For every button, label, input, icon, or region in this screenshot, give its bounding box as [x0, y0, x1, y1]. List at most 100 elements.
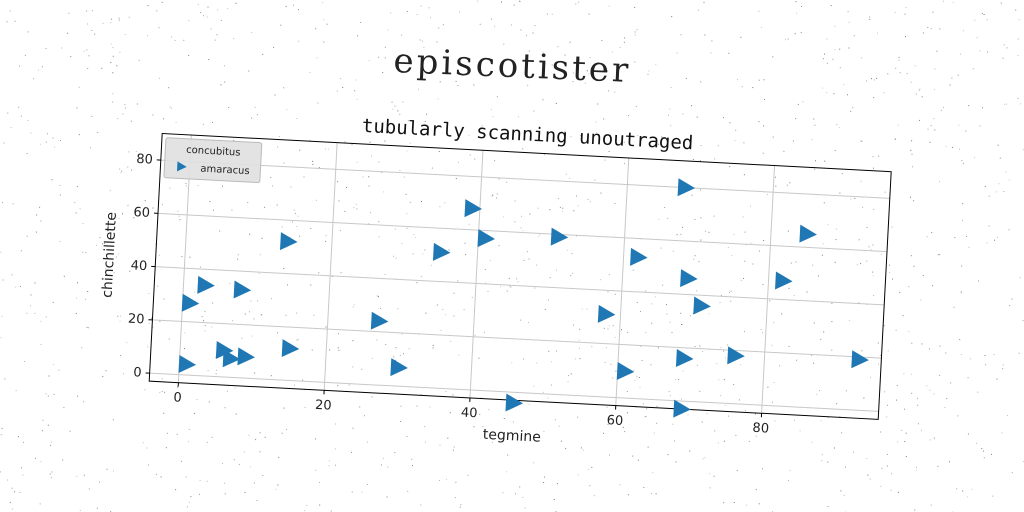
noise-speck: [203, 320, 204, 322]
noise-speck: [861, 350, 863, 352]
noise-speck: [297, 215, 299, 217]
data-point: [178, 355, 197, 374]
noise-speck: [1011, 298, 1013, 300]
noise-speck: [133, 217, 135, 219]
noise-speck: [215, 373, 217, 375]
noise-speck: [949, 84, 951, 86]
noise-speck: [444, 202, 446, 204]
noise-speck: [159, 77, 160, 79]
noise-speck: [645, 290, 647, 292]
noise-speck: [496, 193, 498, 195]
noise-speck: [524, 507, 526, 509]
noise-speck: [59, 241, 61, 242]
noise-speck: [549, 209, 551, 211]
noise-speck: [402, 101, 404, 103]
noise-speck: [277, 332, 278, 334]
noise-speck: [381, 464, 382, 466]
noise-speck: [468, 135, 470, 137]
noise-speck: [432, 347, 434, 349]
noise-speck: [716, 363, 718, 365]
noise-speck: [1005, 103, 1007, 105]
noise-speck: [241, 337, 243, 339]
noise-speck: [717, 442, 719, 444]
noise-speck: [194, 291, 196, 293]
noise-speck: [658, 218, 660, 220]
noise-speck: [569, 41, 571, 43]
noise-speck: [834, 261, 836, 263]
noise-speck: [723, 502, 725, 504]
noise-speck: [603, 327, 605, 329]
noise-speck: [879, 355, 881, 356]
noise-speck: [416, 282, 418, 284]
noise-speck: [848, 320, 850, 322]
noise-speck: [601, 39, 603, 41]
noise-speck: [772, 56, 774, 58]
noise-speck: [841, 173, 843, 175]
noise-speck: [643, 487, 645, 488]
noise-speck: [278, 135, 280, 137]
noise-speck: [473, 426, 475, 428]
noise-speck: [369, 141, 371, 143]
noise-speck: [177, 210, 179, 212]
noise-speck: [277, 146, 279, 148]
noise-speck: [309, 72, 311, 73]
noise-speck: [260, 314, 262, 316]
noise-speck: [437, 98, 439, 100]
noise-speck: [142, 442, 144, 444]
noise-speck: [740, 364, 742, 366]
noise-speck: [1, 427, 3, 429]
noise-speck: [329, 349, 331, 351]
noise-speck: [76, 297, 78, 299]
noise-speck: [758, 79, 760, 81]
noise-speck: [614, 202, 616, 204]
noise-speck: [30, 305, 32, 307]
noise-speck: [400, 405, 402, 407]
noise-speck: [257, 300, 259, 302]
noise-speck: [281, 432, 283, 434]
noise-speck: [1004, 103, 1006, 105]
noise-speck: [881, 467, 883, 469]
noise-speck: [978, 280, 979, 282]
noise-speck: [556, 269, 557, 271]
noise-speck: [994, 239, 996, 241]
noise-speck: [117, 118, 119, 120]
noise-speck: [117, 315, 119, 317]
noise-speck: [866, 80, 867, 82]
noise-speck: [436, 304, 438, 306]
noise-speck: [425, 441, 426, 443]
noise-speck: [468, 223, 470, 225]
legend-box: [163, 137, 263, 184]
noise-speck: [622, 426, 624, 428]
noise-speck: [806, 291, 808, 293]
noise-speck: [479, 23, 481, 25]
noise-speck: [318, 167, 320, 168]
noise-speck: [508, 277, 510, 279]
noise-speck: [905, 36, 906, 38]
noise-speck: [594, 179, 596, 181]
noise-speck: [595, 121, 597, 123]
noise-speck: [353, 304, 355, 306]
noise-speck: [494, 160, 496, 162]
noise-speck: [47, 424, 49, 426]
noise-speck: [569, 177, 571, 179]
noise-speck: [312, 163, 314, 165]
noise-speck: [328, 465, 330, 467]
x-axis-label: tegmine: [482, 427, 541, 446]
noise-speck: [51, 441, 53, 443]
noise-speck: [612, 377, 614, 379]
noise-speck: [700, 81, 702, 83]
noise-speck: [309, 140, 311, 141]
noise-speck: [197, 185, 199, 187]
noise-speck: [634, 34, 636, 36]
noise-speck: [395, 347, 397, 349]
noise-speck: [532, 32, 534, 34]
noise-speck: [406, 213, 408, 215]
noise-speck: [204, 330, 206, 332]
noise-speck: [148, 322, 150, 324]
noise-speck: [416, 14, 418, 15]
noise-speck: [49, 473, 51, 475]
noise-speck: [131, 169, 133, 171]
noise-speck: [939, 374, 941, 376]
data-point: [464, 199, 483, 218]
noise-speck: [212, 302, 214, 304]
